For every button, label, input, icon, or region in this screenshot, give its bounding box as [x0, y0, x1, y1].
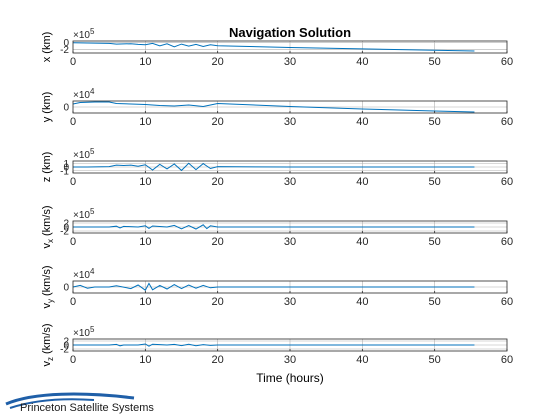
x-axis-label: Time (hours)	[256, 371, 324, 385]
x-tick-label: 10	[139, 296, 151, 308]
x-tick-label: 40	[356, 56, 368, 68]
x-tick-label: 40	[356, 176, 368, 188]
x-tick-label: 40	[356, 354, 368, 366]
x-tick-label: 30	[284, 236, 296, 248]
y-tick-label: -2	[60, 227, 69, 238]
x-tick-label: 0	[70, 116, 76, 128]
x-tick-label: 20	[212, 296, 224, 308]
subplot-5: 0 10 20 30 40 50 60 0 ×104 vy (km/s)	[41, 265, 513, 308]
x-tick-label: 20	[212, 354, 224, 366]
x-tick-label: 30	[284, 354, 296, 366]
axis-multiplier: ×104	[73, 267, 95, 281]
company-logo: Princeton Satellite Systems	[4, 392, 204, 418]
x-tick-label: 60	[501, 354, 513, 366]
x-tick-label: 0	[70, 296, 76, 308]
subplot-1: 0 10 20 30 40 50 60 -20 ×105 x (km)	[41, 27, 513, 68]
x-tick-label: 60	[501, 116, 513, 128]
x-tick-label: 30	[284, 176, 296, 188]
logo-text: Princeton Satellite Systems	[20, 402, 154, 414]
x-tick-label: 0	[70, 236, 76, 248]
axis-multiplier: ×105	[73, 325, 95, 339]
subplot-6: 0 10 20 30 40 50 60 -202 ×105 vz (km/s)	[41, 323, 513, 366]
series-line	[72, 42, 475, 52]
y-tick-label: -2	[60, 345, 69, 356]
series-line	[72, 101, 475, 113]
x-tick-label: 20	[212, 116, 224, 128]
x-tick-label: 10	[139, 354, 151, 366]
figure-title: Navigation Solution	[229, 25, 351, 40]
y-tick-label: -1	[60, 166, 69, 177]
x-tick-label: 60	[501, 56, 513, 68]
x-tick-label: 20	[212, 56, 224, 68]
y-tick-label: 0	[63, 163, 69, 174]
y-tick-label: 1	[63, 159, 69, 170]
subplot-3: 0 10 20 30 40 50 60 -101 ×105 z (km)	[41, 147, 513, 188]
x-tick-label: 0	[70, 56, 76, 68]
x-tick-label: 60	[501, 236, 513, 248]
series-line	[73, 224, 475, 230]
y-tick-label: 0	[63, 223, 69, 234]
x-tick-label: 0	[70, 176, 76, 188]
y-axis-label: vy (km/s)	[41, 265, 55, 308]
x-tick-label: 10	[139, 56, 151, 68]
series-line	[73, 162, 475, 172]
x-tick-label: 30	[284, 296, 296, 308]
x-tick-label: 30	[284, 116, 296, 128]
y-tick-label: 0	[63, 341, 69, 352]
x-tick-label: 30	[284, 56, 296, 68]
y-tick-label: -2	[60, 45, 69, 56]
x-tick-label: 40	[356, 296, 368, 308]
y-tick-label: 0	[63, 38, 69, 49]
x-tick-label: 20	[212, 176, 224, 188]
y-axis-label: z (km)	[41, 152, 53, 183]
y-axis-label: x (km)	[41, 32, 53, 63]
series-line	[73, 343, 475, 347]
y-axis-label: vz (km/s)	[41, 323, 55, 366]
axis-multiplier: ×105	[73, 147, 95, 161]
x-tick-label: 50	[429, 236, 441, 248]
subplot-4: 0 10 20 30 40 50 60 -202 ×105 vx (km/s)	[41, 205, 513, 248]
y-axis-label: y (km)	[41, 92, 53, 123]
subplot-2: 0 10 20 30 40 50 60 0 ×104 y (km)	[41, 87, 513, 128]
x-tick-label: 10	[139, 236, 151, 248]
y-axis-label: vx (km/s)	[41, 205, 55, 248]
x-tick-label: 10	[139, 176, 151, 188]
x-tick-label: 50	[429, 56, 441, 68]
y-tick-label: 0	[63, 283, 69, 294]
series-line	[72, 282, 475, 291]
y-tick-label: 2	[63, 337, 69, 348]
x-tick-label: 50	[429, 354, 441, 366]
x-tick-label: 60	[501, 176, 513, 188]
axis-multiplier: ×105	[73, 207, 95, 221]
x-tick-label: 60	[501, 296, 513, 308]
x-tick-label: 50	[429, 176, 441, 188]
x-tick-label: 50	[429, 116, 441, 128]
x-tick-label: 0	[70, 354, 76, 366]
y-tick-label: 0	[63, 103, 69, 114]
x-tick-label: 20	[212, 236, 224, 248]
x-tick-label: 50	[429, 296, 441, 308]
x-tick-label: 40	[356, 116, 368, 128]
axis-multiplier: ×104	[73, 87, 95, 101]
x-tick-label: 40	[356, 236, 368, 248]
axis-multiplier: ×105	[73, 27, 95, 41]
x-tick-label: 10	[139, 116, 151, 128]
logo-swoosh-icon	[5, 392, 135, 409]
y-tick-label: 2	[63, 219, 69, 230]
